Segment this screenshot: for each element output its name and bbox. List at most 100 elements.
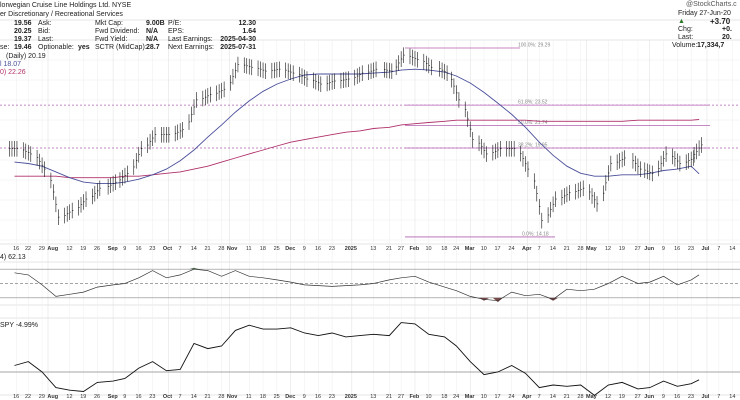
x-tick-label: 12 — [66, 394, 72, 400]
ma-short-line — [14, 68, 700, 185]
rsi-line — [14, 268, 700, 302]
x-tick-label: 16 — [136, 246, 142, 252]
x-tick-label: 23 — [149, 246, 155, 252]
x-tick-label: 17 — [495, 246, 501, 252]
quote-label: Ask: — [38, 20, 52, 27]
x-tick-label: Sep — [108, 246, 119, 252]
x-tick-label: 19 — [619, 394, 625, 400]
x-tick-label: Apr — [522, 246, 532, 252]
x-tick-label: 23 — [688, 394, 694, 400]
x-tick-label: 28 — [577, 394, 583, 400]
x-tick-label: 18 — [260, 394, 266, 400]
x-tick-label: Jun — [644, 394, 654, 400]
x-tick-label: 11 — [246, 394, 252, 400]
x-tick-label: 24 — [453, 394, 459, 400]
x-tick-label: 28 — [577, 246, 583, 252]
x-tick-label: 12 — [605, 394, 611, 400]
x-tick-label: 25 — [274, 394, 280, 400]
x-tick-label: 26 — [94, 246, 100, 252]
change-value: +3.70 — [710, 17, 731, 26]
fund-label: Mkt Cap: — [95, 20, 124, 27]
up-arrow-icon: ▲ — [678, 18, 685, 25]
last-value: 20. — [722, 34, 732, 41]
fib-label: 0.0%: 14.18 — [522, 231, 549, 237]
x-tick-label: 9 — [123, 246, 126, 252]
quote-label: Bid: — [38, 28, 51, 35]
fund-label: SCTR (MidCap): — [95, 44, 147, 51]
sector-label: er Discretionary / Recreational Services — [0, 11, 123, 18]
x-tick-label: 22 — [25, 394, 31, 400]
x-tick-label: Aug — [47, 246, 58, 252]
x-tick-label: Jul — [702, 394, 710, 400]
x-tick-label: 27 — [635, 246, 641, 252]
x-tick-label: 16 — [136, 394, 142, 400]
ma-long-line — [14, 119, 700, 179]
x-tick-label: Sep — [108, 394, 119, 400]
x-tick-label: Aug — [47, 394, 58, 400]
x-tick-label: 13 — [370, 394, 376, 400]
x-tick-label: 7 — [538, 394, 541, 400]
rel-line — [14, 322, 700, 396]
x-tick-label: Feb — [410, 394, 420, 400]
x-tick-label: 16 — [674, 246, 680, 252]
fib-label: 61.8%: 23.52 — [518, 100, 548, 106]
quote-label: Optionable: — [38, 44, 74, 51]
x-tick-label: 14 — [729, 246, 735, 252]
x-tick-label: Apr — [522, 394, 532, 400]
chg-label: Chg: — [678, 26, 693, 33]
fund-value: 2025-07-31 — [220, 44, 256, 51]
quote-value: 20.25 — [14, 28, 32, 35]
x-tick-label: 7 — [179, 246, 182, 252]
rsi-legend: 4) 62.13 — [0, 254, 26, 261]
x-tick-label: Feb — [410, 246, 420, 252]
x-tick-label: 17 — [495, 394, 501, 400]
x-tick-label: Jul — [702, 246, 710, 252]
x-tick-label: Dec — [285, 394, 295, 400]
x-tick-label: 18 — [441, 246, 447, 252]
x-tick-label: 10 — [426, 246, 432, 252]
x-tick-label: 27 — [398, 246, 404, 252]
x-tick-label: 28 — [218, 246, 224, 252]
x-tick-label: 16 — [13, 394, 19, 400]
fund-value: 9.00B — [146, 20, 165, 27]
fund-label: Last Earnings: — [168, 36, 213, 43]
x-tick-label: May — [586, 394, 598, 400]
quote-value: 19.56 — [14, 20, 32, 27]
x-tick-label: May — [586, 246, 598, 252]
quote-label: Last: — [38, 36, 54, 43]
x-tick-label: 22 — [25, 246, 31, 252]
x-tick-label: 24 — [508, 246, 514, 252]
x-tick-label: 19 — [619, 246, 625, 252]
x-tick-label: 9 — [123, 394, 126, 400]
x-tick-label: 21 — [386, 246, 392, 252]
fund-label: EPS: — [168, 28, 184, 35]
stockcharts-watermark: @StockCharts.c — [686, 1, 737, 8]
x-tick-label: 21 — [564, 246, 570, 252]
fund-label: Fwd Yield: — [95, 36, 128, 43]
rsi-overbought-fill — [189, 267, 200, 270]
fund-label: P/E: — [168, 20, 182, 27]
fund-value: 1.64 — [242, 28, 256, 35]
fund-value: N/A — [146, 36, 159, 43]
x-tick-label: 24 — [508, 394, 514, 400]
x-tick-label: 28 — [218, 394, 224, 400]
fund-label: Next Earnings: — [168, 44, 214, 51]
fund-value: 28.7 — [146, 44, 160, 51]
x-tick-label: 27 — [635, 394, 641, 400]
x-tick-label: 12 — [66, 246, 72, 252]
x-tick-label: 2025 — [345, 394, 357, 400]
x-tick-label: 21 — [205, 394, 211, 400]
x-tick-label: 14 — [191, 394, 197, 400]
fund-value: N/A — [146, 28, 159, 35]
x-tick-label: 9 — [662, 246, 665, 252]
quote-value: 19.46 — [14, 44, 32, 51]
x-tick-label: 21 — [205, 246, 211, 252]
x-tick-label: 29 — [39, 394, 45, 400]
x-tick-label: 26 — [94, 394, 100, 400]
fund-value: 2025-04-30 — [220, 36, 256, 43]
x-tick-label: 11 — [246, 246, 252, 252]
fib-label: 100.0%: 29.29 — [518, 42, 550, 48]
x-tick-label: Mar — [465, 246, 476, 252]
x-tick-label: 21 — [564, 394, 570, 400]
x-tick-label: 23 — [329, 246, 335, 252]
